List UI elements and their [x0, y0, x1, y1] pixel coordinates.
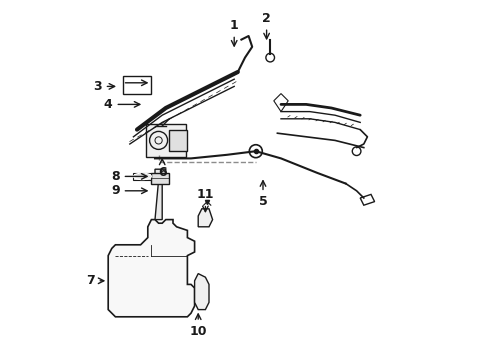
Text: 11: 11	[196, 188, 214, 212]
Text: 5: 5	[259, 181, 268, 208]
Polygon shape	[198, 209, 213, 227]
Text: 3: 3	[93, 80, 115, 93]
Text: 10: 10	[190, 314, 207, 338]
Text: 1: 1	[230, 19, 239, 46]
Text: 7: 7	[86, 274, 104, 287]
Text: 6: 6	[158, 159, 167, 179]
Text: 4: 4	[104, 98, 140, 111]
Polygon shape	[155, 169, 166, 220]
Polygon shape	[133, 173, 151, 180]
Text: 2: 2	[262, 12, 271, 39]
FancyBboxPatch shape	[146, 124, 186, 157]
Polygon shape	[108, 220, 195, 317]
Polygon shape	[170, 130, 187, 151]
Polygon shape	[151, 173, 170, 184]
Polygon shape	[195, 274, 209, 310]
Text: 8: 8	[111, 170, 147, 183]
Text: 9: 9	[111, 184, 147, 197]
